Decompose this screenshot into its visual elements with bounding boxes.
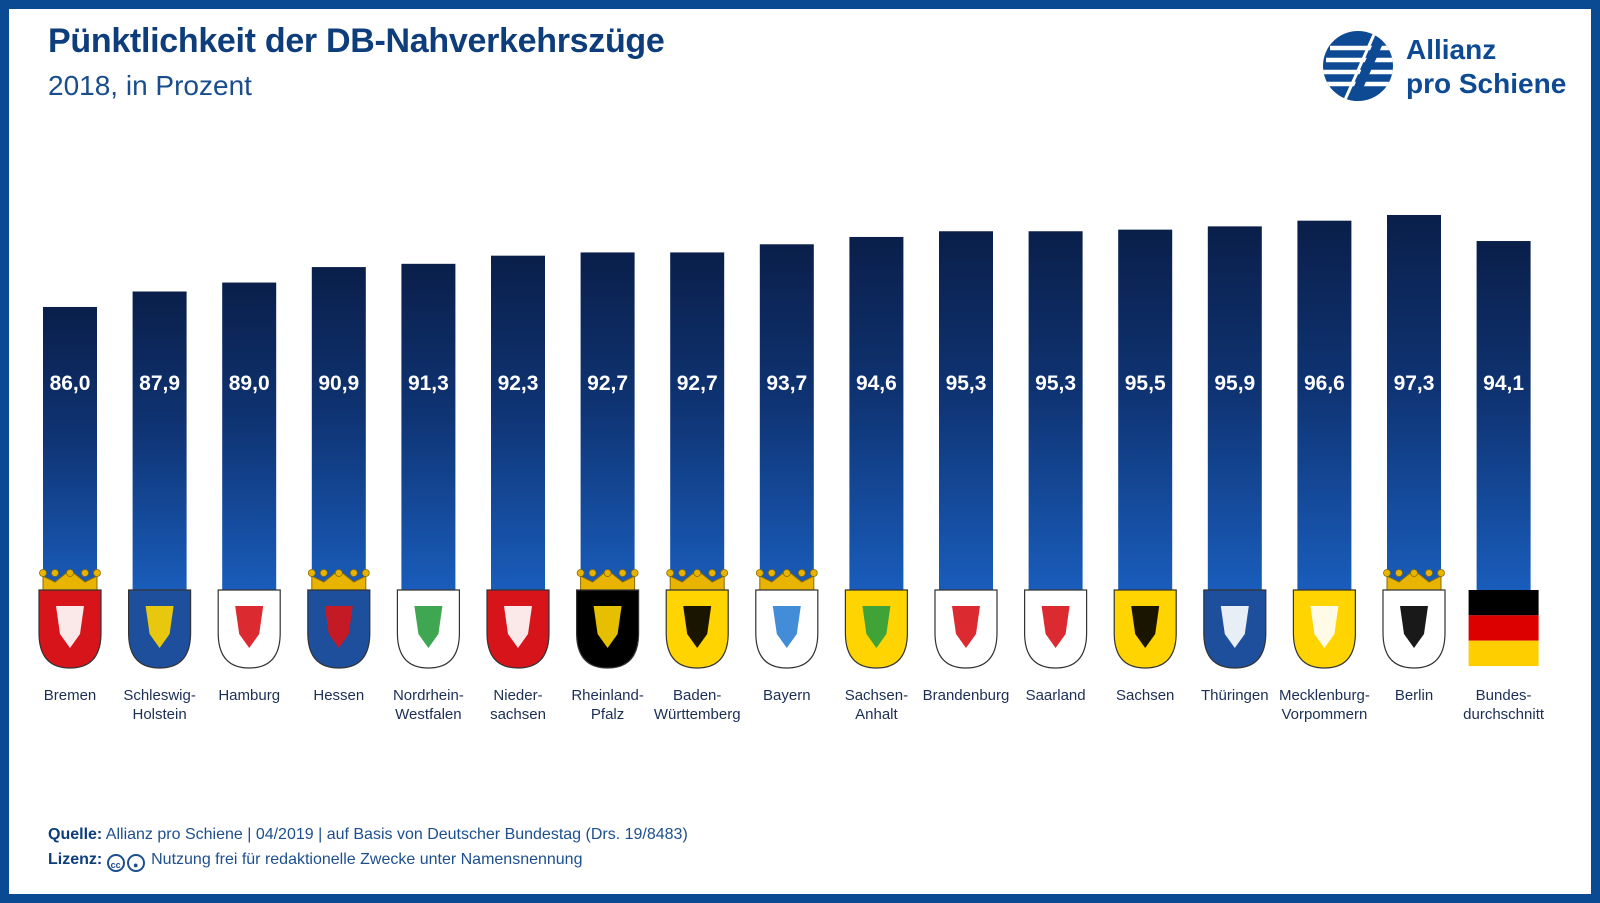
license-text: Nutzung frei für redaktionelle Zwecke un… (151, 851, 583, 868)
coat-of-arms-sachsen-anhalt-icon (844, 589, 908, 669)
value-label-3: 89,0 (229, 372, 270, 395)
coat-of-arms-brandenburg-icon (934, 589, 998, 669)
logo-line-2: pro Schiene (1406, 68, 1567, 99)
coat-of-arms-nordrhein-westfalen-icon (396, 589, 460, 669)
bar-8 (670, 252, 725, 600)
category-label-16: Berlin (1395, 687, 1433, 704)
value-label-9: 93,7 (766, 372, 807, 395)
coat-of-arms-niedersachsen-icon (486, 589, 550, 669)
coat-of-arms-baden-wuerttemberg-icon (665, 569, 729, 669)
logo-line-1: Allianz (1406, 34, 1497, 65)
value-label-7: 92,7 (587, 372, 628, 395)
coat-of-arms-schleswig-holstein-icon (128, 589, 192, 669)
category-label-12: Saarland (1026, 687, 1086, 704)
value-label-10: 94,6 (856, 372, 897, 395)
bar-17 (1476, 241, 1531, 600)
bar-4 (311, 267, 366, 600)
source-text: Allianz pro Schiene | 04/2019 | auf Basi… (105, 826, 688, 843)
bar-11 (939, 231, 993, 600)
emblems-layer (38, 569, 1539, 669)
category-label-8: Baden-Württemberg (654, 687, 741, 723)
category-label-9: Bayern (763, 687, 811, 704)
chart-subtitle: 2018, in Prozent (48, 70, 252, 101)
bar-13 (1118, 229, 1173, 600)
category-label-7: Rheinland-Pfalz (571, 687, 644, 723)
category-label-13: Sachsen (1116, 687, 1174, 704)
bar-10 (849, 236, 904, 600)
cc-icon: cc (106, 854, 125, 872)
category-label-10: Sachsen-Anhalt (845, 687, 908, 723)
bar-12 (1028, 231, 1083, 600)
bar-14 (1207, 226, 1262, 600)
allianz-pro-schiene-logo-icon (1323, 31, 1393, 101)
labels-layer: 86,0 Bremen 87,9 Schleswig-Holstein 89,0 Hamb… (44, 372, 1545, 723)
category-label-6: Nieder-sachsen (490, 687, 546, 723)
value-label-2: 87,9 (139, 372, 180, 395)
coat-of-arms-saarland-icon (1023, 589, 1088, 669)
category-label-2: Schleswig-Holstein (123, 687, 196, 723)
category-label-11: Brandenburg (923, 687, 1010, 704)
category-label-15: Mecklenburg-Vorpommern (1279, 687, 1370, 723)
bar-1 (43, 306, 97, 600)
by-person-icon: ● (126, 854, 145, 872)
bars-layer (43, 214, 1531, 601)
bar-9 (759, 244, 814, 601)
source-label: Quelle: (48, 826, 103, 843)
bar-5 (401, 263, 456, 600)
bar-3 (222, 282, 277, 600)
category-label-3: Hamburg (218, 687, 280, 704)
category-label-17: Bundes-durchschnitt (1463, 687, 1545, 723)
value-label-11: 95,3 (946, 372, 987, 395)
coat-of-arms-berlin-icon (1382, 569, 1446, 669)
chart-title: Pünktlichkeit der DB-Nahverkehrszüge (48, 22, 665, 60)
value-label-14: 95,9 (1214, 372, 1255, 395)
coat-of-arms-bayern-icon (755, 569, 819, 669)
germany-flag-icon (1468, 590, 1539, 666)
coat-of-arms-bremen-icon (38, 569, 102, 669)
allianz-pro-schiene-logo: Allianz pro Schiene (1322, 30, 1572, 106)
value-label-8: 92,7 (677, 372, 718, 395)
value-label-15: 96,6 (1304, 372, 1345, 395)
coat-of-arms-hamburg-icon (217, 589, 281, 669)
value-label-6: 92,3 (498, 372, 539, 395)
bar-6 (491, 255, 545, 601)
bar-16 (1387, 214, 1441, 600)
value-label-1: 86,0 (50, 372, 91, 395)
bar-15 (1297, 220, 1352, 600)
category-label-5: Nordrhein-Westfalen (393, 687, 464, 723)
license-label: Lizenz: (48, 851, 103, 868)
coat-of-arms-hessen-icon (307, 569, 371, 669)
value-label-16: 97,3 (1394, 372, 1435, 395)
coat-of-arms-thueringen-icon (1203, 589, 1267, 669)
bar-2 (132, 291, 187, 600)
coat-of-arms-mecklenburg-vorpommern-icon (1292, 589, 1356, 669)
category-label-4: Hessen (313, 687, 364, 704)
value-label-17: 94,1 (1483, 372, 1524, 395)
coat-of-arms-sachsen-icon (1113, 589, 1177, 669)
value-label-5: 91,3 (408, 372, 449, 395)
coat-of-arms-rheinland-pfalz-icon (576, 569, 640, 669)
category-label-1: Bremen (44, 687, 97, 704)
bar-7 (580, 252, 635, 600)
value-label-13: 95,5 (1125, 372, 1166, 395)
license-line: Lizenz: cc ● Nutzung frei für redaktionel… (48, 851, 582, 872)
category-label-14: Thüringen (1201, 687, 1269, 704)
value-label-12: 95,3 (1035, 372, 1076, 395)
value-label-4: 90,9 (318, 372, 359, 395)
source-line: Quelle: Allianz pro Schiene | 04/2019 | … (48, 826, 688, 844)
